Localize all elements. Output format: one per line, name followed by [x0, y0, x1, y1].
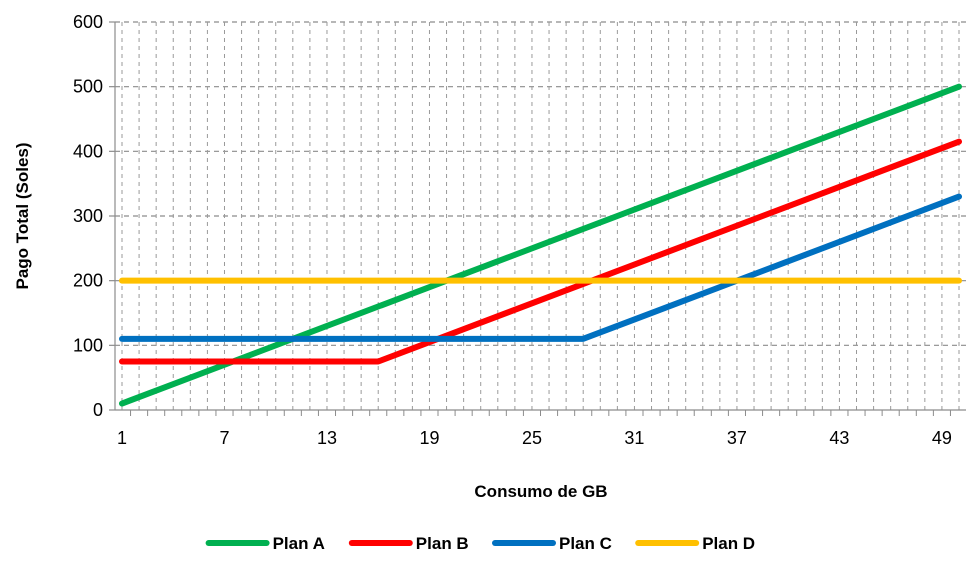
- legend-label: Plan D: [702, 534, 755, 553]
- grid-layer: [115, 21, 966, 410]
- y-tick-label: 300: [73, 206, 103, 226]
- x-tick-label: 19: [419, 428, 439, 448]
- y-tick-label: 100: [73, 335, 103, 355]
- legend-label: Plan B: [416, 534, 469, 553]
- x-tick-label: 7: [219, 428, 229, 448]
- y-tick-label: 600: [73, 12, 103, 32]
- series-layer: [119, 83, 962, 407]
- legend-item-plan-d: Plan D: [635, 534, 755, 553]
- y-tick-label: 500: [73, 77, 103, 97]
- legend-item-plan-a: Plan A: [205, 534, 325, 553]
- legend-label: Plan A: [273, 534, 325, 553]
- legend: Plan A Plan B Plan C Plan D: [205, 534, 755, 553]
- x-tick-label: 13: [317, 428, 337, 448]
- series-line-plan-c: [119, 193, 962, 342]
- axis-layer: [109, 21, 966, 416]
- y-tick-label: 0: [93, 400, 103, 420]
- x-tick-label: 25: [522, 428, 542, 448]
- y-tick-label: 200: [73, 271, 103, 291]
- x-tick-label: 31: [624, 428, 644, 448]
- x-tick-label: 1: [117, 428, 127, 448]
- y-axis-title: Pago Total (Soles): [13, 142, 32, 289]
- series-line-plan-b: [119, 138, 962, 365]
- legend-item-plan-c: Plan C: [492, 534, 612, 553]
- legend-item-plan-b: Plan B: [348, 534, 469, 553]
- tick-label-layer: 0 100 200 300 400 500 600 1 7 13 19 25 31 37 43 49: [73, 12, 952, 448]
- x-axis-title: Consumo de GB: [474, 482, 607, 501]
- series-line-plan-a: [119, 83, 962, 407]
- x-tick-label: 43: [829, 428, 849, 448]
- y-tick-label: 400: [73, 141, 103, 161]
- x-tick-label: 37: [727, 428, 747, 448]
- x-tick-label: 49: [932, 428, 952, 448]
- legend-label: Plan C: [559, 534, 612, 553]
